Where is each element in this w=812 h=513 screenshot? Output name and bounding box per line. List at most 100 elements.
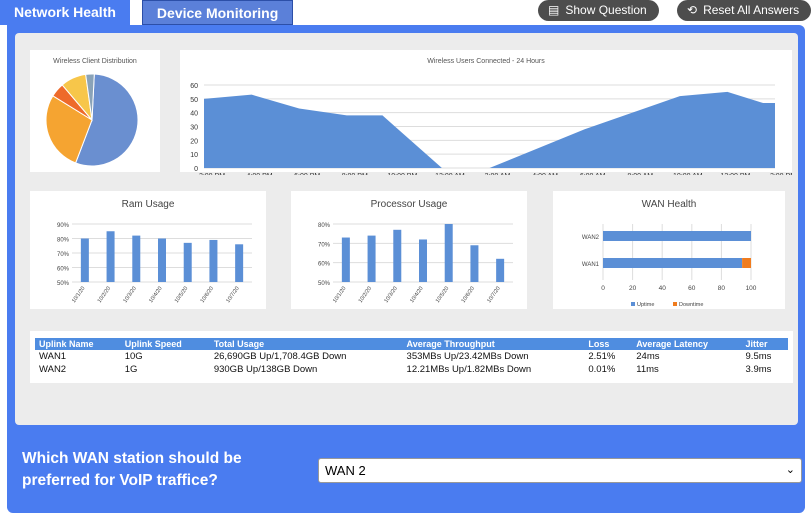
x-tick-label: 10/7/20 <box>225 286 240 304</box>
y-tick-label: 50% <box>57 281 70 287</box>
tab-network-health[interactable]: Network Health <box>0 0 130 25</box>
x-tick-label: 8:00 PM <box>342 173 368 175</box>
x-tick-label: 80 <box>718 285 726 292</box>
legend-swatch <box>673 302 677 306</box>
x-tick-label: 100 <box>746 285 757 292</box>
chevron-down-icon: ⌄ <box>785 464 795 476</box>
processor-card: Processor Usage 50% 60% 70% 80% 10/1/20 10/2/… <box>291 191 527 309</box>
table-cell: 9.5ms <box>745 351 772 362</box>
x-tick-label: 6:00 AM <box>580 173 606 175</box>
ram-chart: 50% 60% 70% 80% 90% 10/1/20 10/2/20 10/3/20 10/4… <box>57 223 252 304</box>
y-tick-label: 70% <box>57 252 70 258</box>
x-tick-label: 10/2/20 <box>97 286 112 304</box>
y-tick-label: 80% <box>318 223 331 229</box>
bar <box>235 244 244 282</box>
bar <box>183 242 192 282</box>
bar <box>470 245 479 282</box>
table-cell: 0.01% <box>588 364 616 375</box>
x-tick-label: 10/6/20 <box>461 286 476 304</box>
uptime-bar <box>603 231 751 241</box>
column-header: Average Latency <box>632 338 742 350</box>
table-cell: 10G <box>124 351 143 362</box>
y-tick-label: 60% <box>57 267 70 273</box>
x-tick-label: 10/5/20 <box>435 286 450 304</box>
bar <box>444 224 453 282</box>
x-tick-label: 0 <box>601 285 605 292</box>
table-row: WAN2 1G 930GB Up/138GB Down 12.21MBs Up/1.8… <box>35 363 788 376</box>
x-tick-label: 12:00 PM <box>720 173 750 175</box>
table-cell: 12.21MBs Up/1.82MBs Down <box>406 364 532 375</box>
reset-all-answers-button[interactable]: ⟲ Reset All Answers <box>677 0 812 21</box>
processor-title: Processor Usage <box>370 199 448 210</box>
y-tick-label: 50% <box>318 281 331 287</box>
x-tick-label: 10/2/20 <box>358 286 373 304</box>
x-tick-label: 4:00 AM <box>532 173 558 175</box>
pie-slice <box>74 73 139 167</box>
bar <box>106 231 115 282</box>
bar <box>393 229 402 282</box>
wan-health-chart: 0 20 40 60 80 100 WAN2 WAN1 Uptime Downtime <box>582 224 757 308</box>
legend-label: Uptime <box>637 302 654 308</box>
table-cell: 2.51% <box>588 351 616 362</box>
bar <box>80 238 89 282</box>
area-title: Wireless Users Connected - 24 Hours <box>427 58 545 65</box>
x-tick-label: 40 <box>659 285 667 292</box>
y-tick-label: 40 <box>190 111 198 118</box>
y-tick-label: 60 <box>190 83 198 90</box>
column-header: Uplink Speed <box>120 338 210 350</box>
y-tick-label: 0 <box>194 166 198 173</box>
processor-chart: 50% 60% 70% 80% 10/1/20 10/2/20 10/3/20 10/4/20… <box>318 223 513 304</box>
area-series <box>204 91 775 168</box>
x-tick-label: 10/3/20 <box>122 286 137 304</box>
x-tick-label: 10/1/20 <box>332 286 347 304</box>
table-cell: 11ms <box>636 364 659 375</box>
table-cell: 24ms <box>636 351 660 362</box>
x-tick-label: 10:00 PM <box>387 173 417 175</box>
downtime-bar <box>742 258 751 268</box>
uptime-bar <box>603 258 743 268</box>
bar <box>419 239 427 282</box>
table-row: WAN1 10G 26,690GB Up/1,708.4GB Down 353MBs … <box>35 350 788 363</box>
column-header: Average Throughput <box>402 338 585 350</box>
table-cell: 3.9ms <box>745 364 772 375</box>
pie-card: Wireless Client Distribution <box>30 50 160 172</box>
bar <box>367 235 376 282</box>
x-tick-label: 10:00 AM <box>673 173 703 175</box>
x-tick-label: 2:00 PM <box>199 173 225 175</box>
question-text: Which WAN station should be preferred fo… <box>22 450 242 489</box>
tab-device-monitoring[interactable]: Device Monitoring <box>141 0 294 25</box>
wan-health-title: WAN Health <box>641 199 697 210</box>
pie-chart <box>45 73 139 167</box>
pie-slice <box>85 73 95 121</box>
x-tick-label: 10/4/20 <box>409 286 424 304</box>
show-question-button[interactable]: ▤ Show Question <box>538 0 659 21</box>
table-cell: WAN1 <box>39 351 67 362</box>
uplink-table-card: Uplink Name Uplink Speed Total Usage Averag… <box>30 331 793 383</box>
table-cell: 26,690GB Up/1,708.4GB Down <box>213 351 347 362</box>
pie-title: Wireless Client Distribution <box>53 58 137 65</box>
column-header: Loss <box>584 338 633 350</box>
legend-label: Downtime <box>679 302 703 308</box>
x-tick-label: 4:00 PM <box>247 173 273 175</box>
y-tick-label: 60% <box>318 262 331 268</box>
reset-label: Reset All Answers <box>703 3 800 17</box>
x-tick-label: 8:00 AM <box>627 173 653 175</box>
x-tick-label: 12:00 AM <box>435 173 465 175</box>
y-tick-label: WAN1 <box>582 262 600 268</box>
answer-select[interactable]: WAN 2 ⌄ <box>318 458 802 483</box>
x-tick-label: 10/3/20 <box>383 286 398 304</box>
pie-slice <box>45 95 93 164</box>
x-tick-label: 10/6/20 <box>200 286 215 304</box>
x-tick-label: 20 <box>629 285 637 292</box>
legend-swatch <box>631 302 635 306</box>
y-tick-label: 90% <box>57 223 70 229</box>
bar <box>496 258 505 282</box>
x-tick-label: 10/1/20 <box>71 286 86 304</box>
list-icon: ▤ <box>548 3 560 17</box>
column-header: Uplink Name <box>35 338 121 350</box>
x-tick-label: 10/4/20 <box>148 286 163 304</box>
bar <box>158 238 166 282</box>
table-cell: WAN2 <box>39 364 67 375</box>
x-tick-label: 10/5/20 <box>174 286 189 304</box>
y-tick-label: 10 <box>190 152 198 159</box>
